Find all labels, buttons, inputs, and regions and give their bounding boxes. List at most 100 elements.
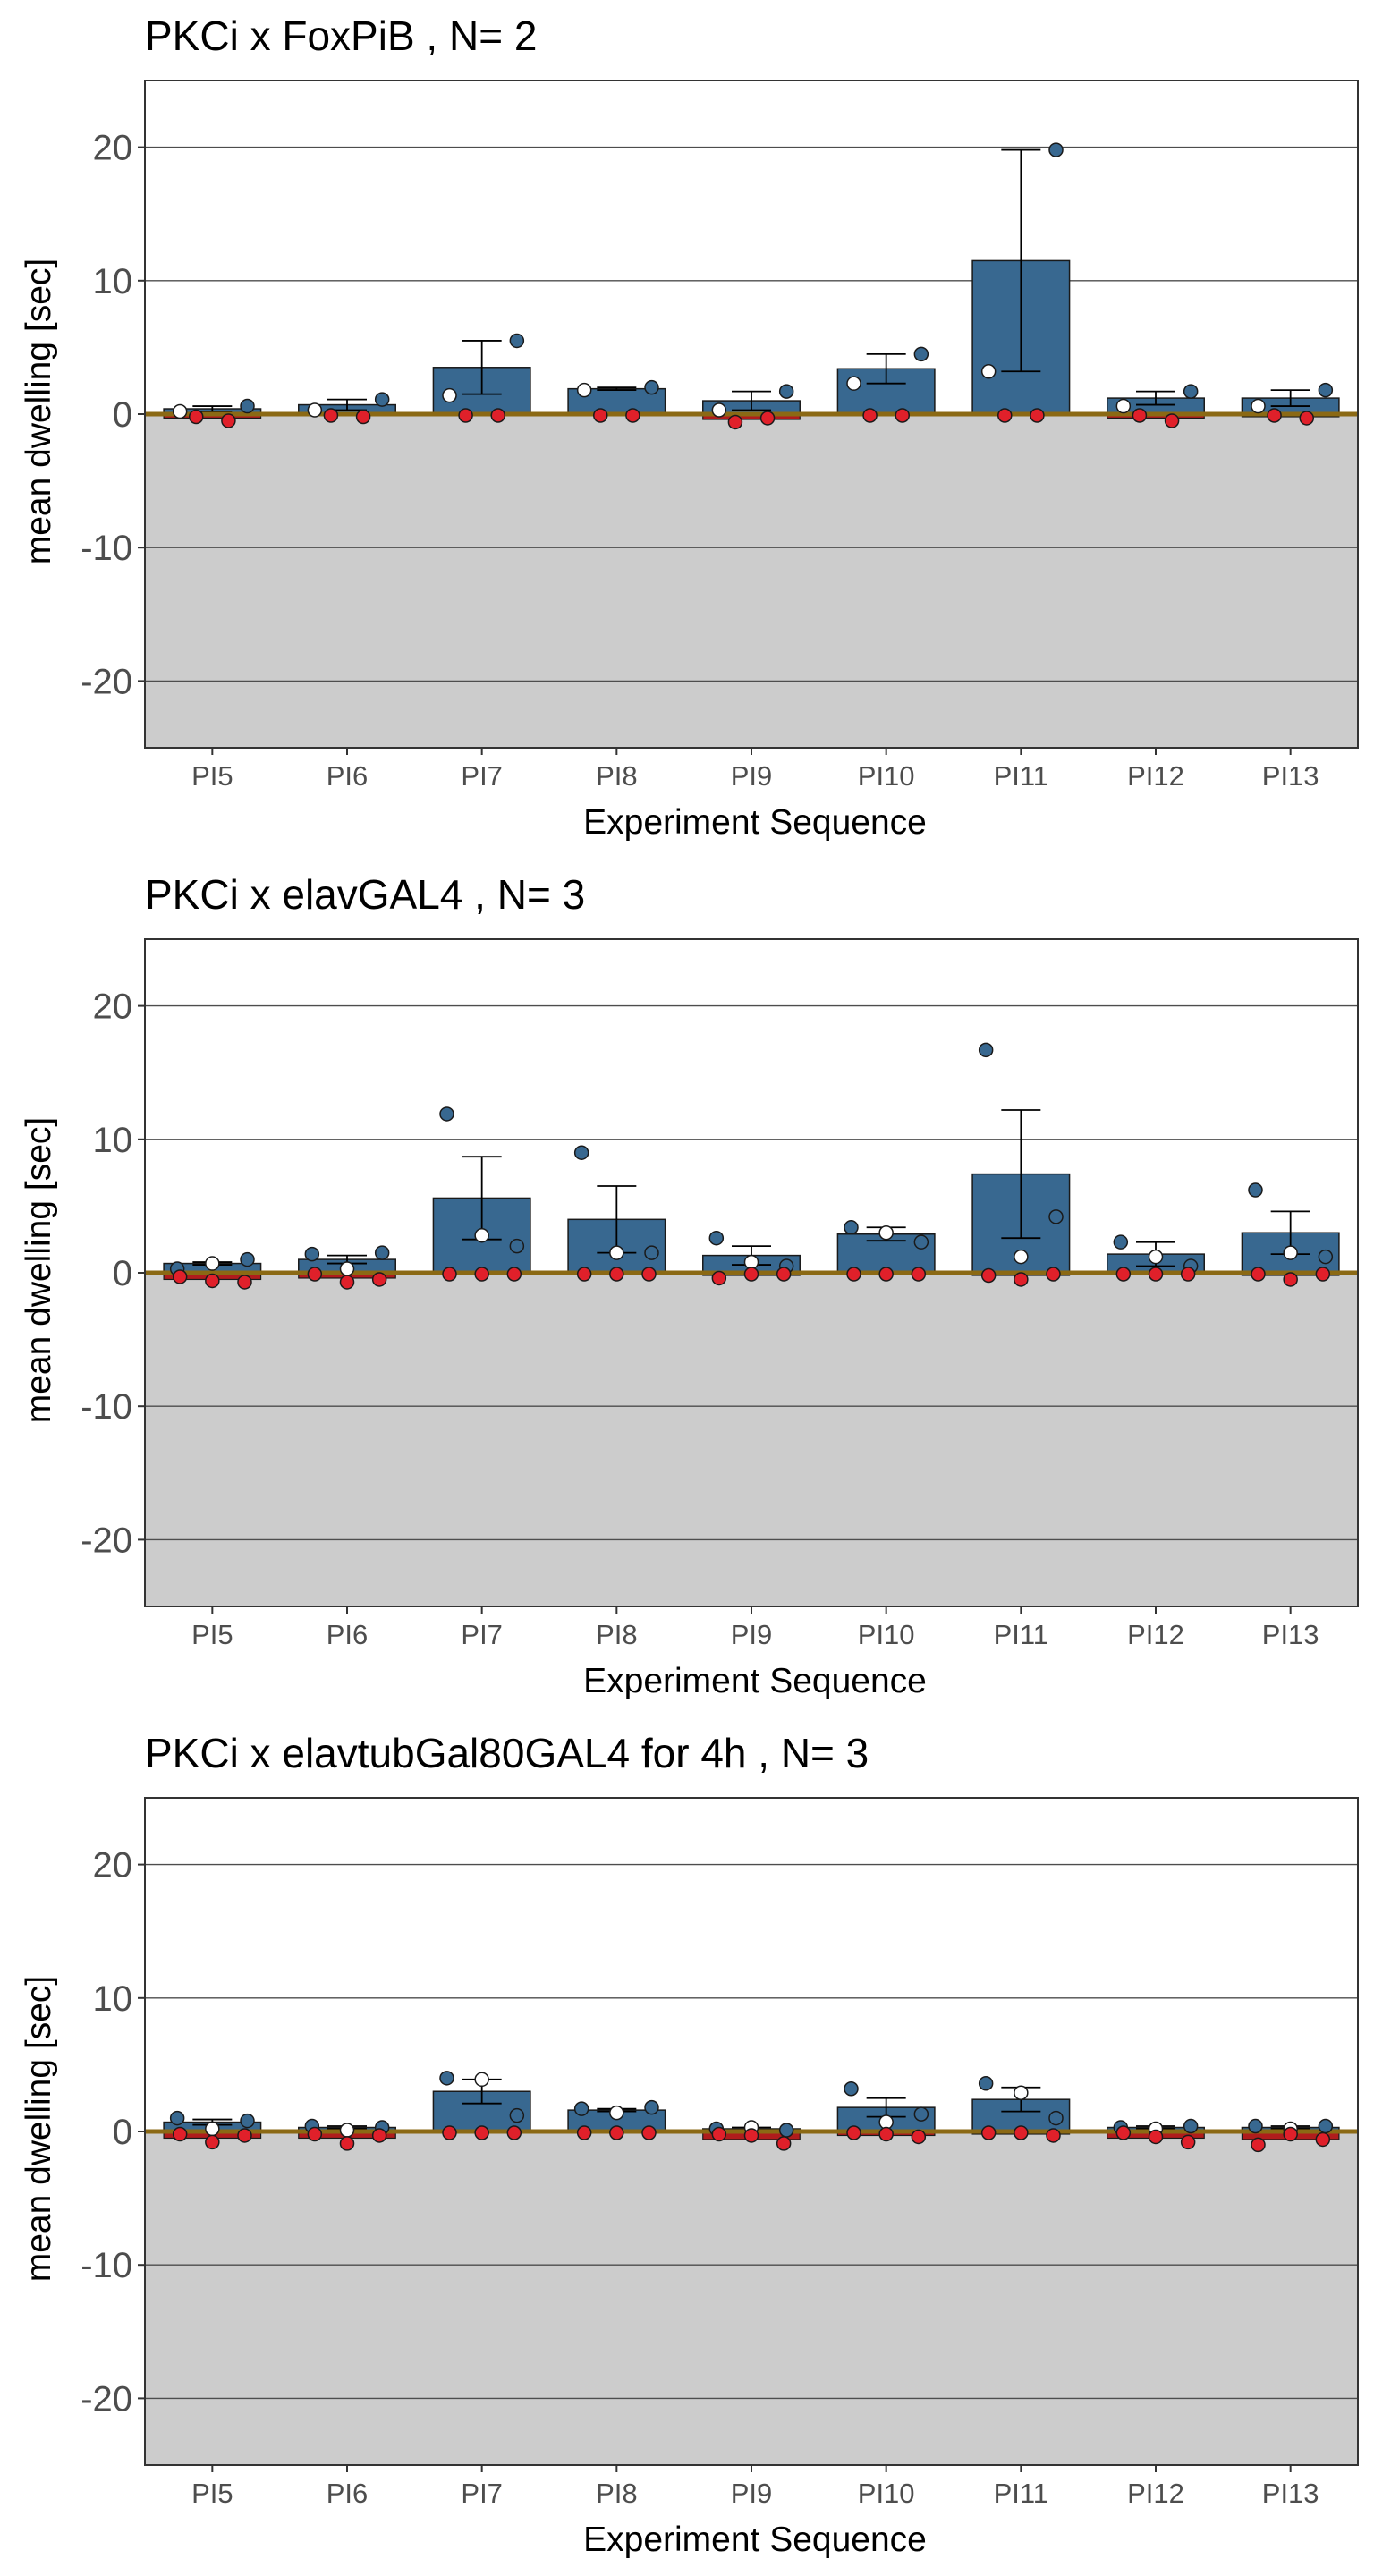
data-point-negative xyxy=(862,408,878,423)
data-point-negative xyxy=(1046,1267,1061,1282)
data-point-negative xyxy=(1046,2128,1061,2143)
data-point-negative xyxy=(1299,411,1314,426)
plot-area: -20 -10 0 10 20 PI5 PI6 PI7 PI8 PI9 PI10 PI11 PI12 PI… xyxy=(81,1797,1359,2509)
x-tick-label: PI6 xyxy=(327,1619,369,1650)
data-point-positive xyxy=(374,1245,390,1260)
data-point-positive xyxy=(439,1106,454,1122)
data-point-negative xyxy=(846,1267,861,1282)
data-point-positive xyxy=(509,2107,525,2123)
lower-background xyxy=(145,2131,1358,2465)
x-tick-label: PI12 xyxy=(1127,1619,1184,1650)
data-point-negative xyxy=(878,1267,894,1282)
x-tick-label: PI10 xyxy=(858,2478,915,2509)
y-tick-label: 20 xyxy=(93,129,133,168)
y-tick-label: 10 xyxy=(93,262,133,301)
upper-background xyxy=(145,80,1358,414)
data-point-negative xyxy=(189,409,204,425)
data-point-positive xyxy=(240,2113,255,2129)
data-point-negative xyxy=(878,2126,894,2142)
x-axis-title: Experiment Sequence xyxy=(583,2521,927,2559)
data-point-negative xyxy=(172,2126,188,2142)
data-point-positive xyxy=(1183,2118,1199,2134)
x-tick-label: PI11 xyxy=(994,2478,1048,2509)
data-point-positive xyxy=(1148,1249,1164,1265)
x-tick-label: PI8 xyxy=(596,760,638,792)
data-point-positive xyxy=(1113,1234,1129,1250)
x-tick-label: PI5 xyxy=(191,2478,233,2509)
data-point-positive xyxy=(1318,2118,1334,2134)
data-point-positive xyxy=(644,2099,659,2115)
data-point-positive xyxy=(307,402,323,418)
x-tick-label: PI13 xyxy=(1262,1619,1319,1650)
x-tick-label: PI11 xyxy=(994,1619,1048,1650)
x-tick-label: PI6 xyxy=(327,760,369,792)
chart-panel-foxpib: PKCi x FoxPiB , N= 2 -20 -10 0 10 20 PI5 PI6 PI… xyxy=(20,13,1359,842)
data-point-positive xyxy=(1248,1182,1263,1198)
plot-border xyxy=(144,1797,1359,2466)
x-tick-label: PI5 xyxy=(191,760,233,792)
data-point-positive xyxy=(978,1042,994,1058)
x-tick-label: PI10 xyxy=(858,760,915,792)
data-point-positive xyxy=(1318,382,1334,398)
data-point-negative xyxy=(727,414,743,430)
data-point-negative xyxy=(593,408,608,423)
x-tick-label: PI12 xyxy=(1127,2478,1184,2509)
data-point-negative xyxy=(442,1267,457,1282)
data-point-negative xyxy=(743,1267,759,1282)
y-tick-label: -20 xyxy=(81,1521,132,1560)
data-point-negative xyxy=(743,2128,759,2143)
data-point-negative xyxy=(1164,413,1180,428)
chart-title: PKCi x FoxPiB , N= 2 xyxy=(145,13,537,59)
y-tick-label: -10 xyxy=(81,2246,132,2285)
data-point-positive xyxy=(573,2101,589,2116)
data-point-negative xyxy=(1014,2125,1029,2140)
data-point-negative xyxy=(323,408,339,423)
data-point-negative xyxy=(911,2129,927,2145)
data-point-positive xyxy=(980,364,997,379)
x-tick-label: PI5 xyxy=(191,1619,233,1650)
data-point-positive xyxy=(609,2105,624,2121)
x-tick-label: PI9 xyxy=(731,2478,773,2509)
data-point-negative xyxy=(355,409,371,425)
lower-background xyxy=(145,1273,1358,1606)
data-point-positive xyxy=(509,333,525,349)
y-axis-title: mean dwelling [sec] xyxy=(20,258,58,565)
x-tick-label: PI13 xyxy=(1262,760,1319,792)
data-point-positive xyxy=(1318,1249,1334,1265)
y-tick-label: 10 xyxy=(93,1979,133,2019)
data-point-positive xyxy=(1251,398,1266,414)
data-point-positive xyxy=(1014,2085,1029,2100)
data-point-negative xyxy=(1115,2125,1132,2140)
chart-panel-elavgal4: PKCi x elavGAL4 , N= 3 -20 -10 0 10 20 PI5 PI6… xyxy=(20,871,1359,1700)
data-point-negative xyxy=(1251,1267,1266,1282)
x-tick-label: PI8 xyxy=(596,2478,638,2509)
data-point-positive xyxy=(846,376,861,391)
data-point-negative xyxy=(1148,1267,1164,1282)
data-point-negative xyxy=(576,2125,592,2140)
upper-background xyxy=(145,1798,1358,2131)
data-point-positive xyxy=(878,1224,894,1241)
y-tick-label: 10 xyxy=(93,1121,133,1160)
data-point-positive xyxy=(1115,398,1132,414)
data-point-negative xyxy=(339,1275,355,1290)
plot-area: -20 -10 0 10 20 PI5 PI6 PI7 PI8 PI9 PI10 PI11 PI12 PI… xyxy=(81,80,1359,792)
x-tick-label: PI6 xyxy=(327,2478,369,2509)
data-point-negative xyxy=(576,1267,592,1282)
data-point-positive xyxy=(609,1245,624,1260)
data-point-negative xyxy=(609,2125,624,2140)
data-point-negative xyxy=(641,1267,657,1282)
y-axis-title: mean dwelling [sec] xyxy=(20,1117,58,1424)
data-point-positive xyxy=(708,1230,725,1246)
data-point-negative xyxy=(307,1267,323,1282)
data-point-negative xyxy=(609,1267,624,1282)
data-point-negative xyxy=(1251,2137,1266,2153)
data-point-positive xyxy=(644,1245,659,1260)
data-point-negative xyxy=(474,2125,489,2140)
y-tick-label: 20 xyxy=(93,987,133,1027)
y-tick-label: 0 xyxy=(113,1254,132,1293)
data-point-positive xyxy=(339,1261,355,1276)
x-axis-title: Experiment Sequence xyxy=(583,1662,927,1700)
data-point-positive xyxy=(304,1246,320,1262)
data-point-positive xyxy=(442,387,457,403)
